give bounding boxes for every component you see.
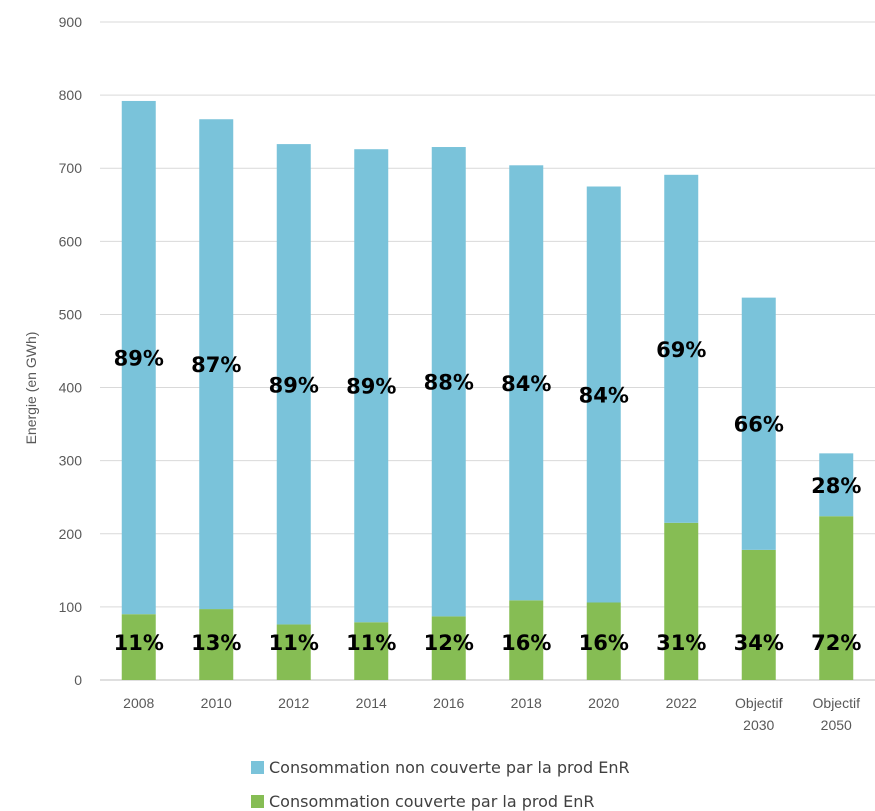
y-tick-label: 100 [59, 599, 83, 615]
bar-covered [276, 624, 311, 680]
y-axis-ticks: 0 100 200 300 400 500 600 700 800 900 [59, 14, 83, 688]
data-label-non-covered: 89% [346, 375, 396, 399]
x-tick-label: 2020 [588, 695, 619, 711]
bar-covered [509, 600, 544, 680]
bar-covered [741, 549, 776, 680]
x-tick-label: 2010 [201, 695, 232, 711]
x-tick-label: 2022 [666, 695, 697, 711]
legend-swatch-covered [251, 795, 264, 808]
data-label-non-covered: 28% [811, 474, 861, 498]
data-label-non-covered: 84% [579, 384, 629, 408]
legend-item-non-covered: Consommation non couverte par la prod En… [251, 758, 630, 777]
data-label-covered: 11% [114, 631, 164, 655]
bar-covered [431, 616, 466, 680]
data-label-covered: 16% [579, 631, 629, 655]
bar-non-covered [664, 174, 699, 523]
y-tick-label: 300 [59, 453, 83, 469]
legend-label-non-covered: Consommation non couverte par la prod En… [269, 758, 630, 777]
data-label-covered: 72% [811, 631, 861, 655]
y-tick-label: 700 [59, 160, 83, 176]
x-tick-label: 2018 [511, 695, 542, 711]
data-label-non-covered: 87% [191, 353, 241, 377]
data-label-covered: 13% [191, 631, 241, 655]
data-labels: 11% 89% 13% 87% 11% 89% 11% 89% 12% 88% 16% 84% 16% 8… [114, 338, 862, 655]
x-tick-label: 2050 [821, 717, 852, 733]
bar-non-covered [431, 147, 466, 617]
y-tick-label: 600 [59, 233, 83, 249]
legend-label-covered: Consommation couverte par la prod EnR [269, 792, 595, 811]
y-tick-label: 400 [59, 380, 83, 396]
y-tick-label: 900 [59, 14, 83, 30]
bar-non-covered [819, 453, 854, 517]
x-tick-label: Objectif [813, 695, 861, 711]
x-axis-ticks: 2008 2010 2012 2014 2016 2018 2020 2022 Objectif… [123, 695, 860, 733]
x-tick-label: 2008 [123, 695, 154, 711]
bar-covered [664, 522, 699, 680]
bar-non-covered [199, 119, 234, 610]
y-tick-label: 200 [59, 526, 83, 542]
data-label-covered: 31% [656, 631, 706, 655]
x-tick-label: 2014 [356, 695, 387, 711]
data-label-covered: 16% [501, 631, 551, 655]
y-tick-label: 800 [59, 87, 83, 103]
bar-covered [819, 516, 854, 680]
data-label-covered: 12% [424, 631, 474, 655]
data-label-non-covered: 66% [734, 413, 784, 437]
bar-non-covered [276, 144, 311, 625]
legend-swatch-non-covered [251, 761, 264, 774]
bar-non-covered [354, 149, 389, 623]
x-tick-label: 2016 [433, 695, 464, 711]
y-axis-label: Energie (en GWh) [23, 332, 39, 445]
data-label-non-covered: 89% [114, 347, 164, 371]
data-label-non-covered: 84% [501, 372, 551, 396]
bar-non-covered [121, 100, 156, 615]
bar-non-covered [586, 186, 621, 603]
x-tick-label: 2012 [278, 695, 309, 711]
bar-non-covered [509, 165, 544, 601]
data-label-non-covered: 88% [424, 371, 474, 395]
x-tick-label: Objectif [735, 695, 783, 711]
x-tick-label: 2030 [743, 717, 774, 733]
bars [121, 100, 854, 680]
bar-non-covered [741, 297, 776, 550]
legend-item-covered: Consommation couverte par la prod EnR [251, 792, 595, 811]
data-label-non-covered: 69% [656, 338, 706, 362]
data-label-covered: 11% [269, 631, 319, 655]
y-tick-label: 500 [59, 306, 83, 322]
bar-covered [121, 614, 156, 680]
bar-covered [586, 602, 621, 680]
data-label-non-covered: 89% [269, 373, 319, 397]
y-tick-label: 0 [74, 672, 82, 688]
bar-covered [354, 622, 389, 680]
data-label-covered: 34% [734, 631, 784, 655]
data-label-covered: 11% [346, 631, 396, 655]
bar-covered [199, 609, 234, 680]
